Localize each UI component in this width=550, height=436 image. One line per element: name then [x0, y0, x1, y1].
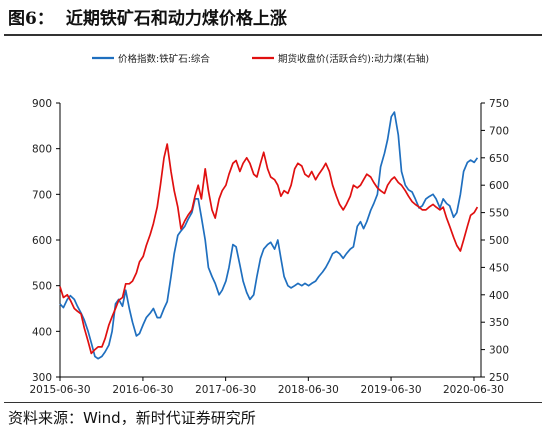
x-tick-label: 2015-06-30: [29, 384, 90, 396]
y-right-tick-label: 350: [489, 317, 509, 329]
bottom-rule: [4, 402, 542, 403]
y-left-tick-label: 400: [32, 326, 52, 338]
figure-title: 近期铁矿石和动力煤价格上涨: [65, 9, 287, 29]
source-note: 资料来源：Wind，新时代证券研究所: [8, 409, 256, 427]
x-tick-label: 2019-06-30: [361, 384, 422, 396]
y-right-tick-label: 300: [489, 345, 509, 357]
legend-label: 价格指数:铁矿石:综合: [118, 53, 210, 65]
figure-number: 图6：: [8, 9, 54, 29]
axes-layer: 300 400 500 600 700 800 900 250 300 350 400 450 500 5…: [29, 98, 509, 396]
y-right-tick-label: 750: [489, 98, 509, 110]
y-right-tick-label: 500: [489, 235, 509, 247]
y-left-tick-label: 800: [32, 144, 52, 156]
y-left-tick-label: 500: [32, 281, 52, 293]
y-left-tick-label: 600: [32, 235, 52, 247]
dual-axis-line-chart: 300 400 500 600 700 800 900 250 300 350 400 450 500 5…: [29, 53, 509, 396]
top-rule: [4, 34, 542, 36]
y-right-tick-label: 600: [489, 180, 509, 192]
y-right-tick-label: 250: [489, 372, 509, 384]
legend-label: 期货收盘价(活跃合约):动力煤(右轴): [278, 53, 429, 65]
legend: 价格指数:铁矿石:综合 期货收盘价(活跃合约):动力煤(右轴): [92, 53, 429, 65]
x-tick-label: 2016-06-30: [112, 384, 173, 396]
iron-ore-index-line: [59, 111, 479, 360]
y-right-tick-label: 550: [489, 208, 509, 220]
coal-futures-line: [59, 143, 479, 355]
figure-title-row: 图6： 近期铁矿石和动力煤价格上涨: [8, 5, 542, 33]
x-tick-label: 2017-06-30: [195, 384, 256, 396]
x-tick-label: 2020-06-30: [443, 384, 504, 396]
x-tick-label: 2018-06-30: [278, 384, 339, 396]
y-right-tick-label: 450: [489, 262, 509, 274]
y-left-tick-label: 300: [32, 372, 52, 384]
y-right-tick-label: 400: [489, 290, 509, 302]
y-right-tick-label: 700: [489, 125, 509, 137]
series-layer: [59, 111, 479, 360]
y-left-tick-label: 900: [32, 98, 52, 110]
y-left-tick-label: 700: [32, 189, 52, 201]
y-right-tick-label: 650: [489, 153, 509, 165]
